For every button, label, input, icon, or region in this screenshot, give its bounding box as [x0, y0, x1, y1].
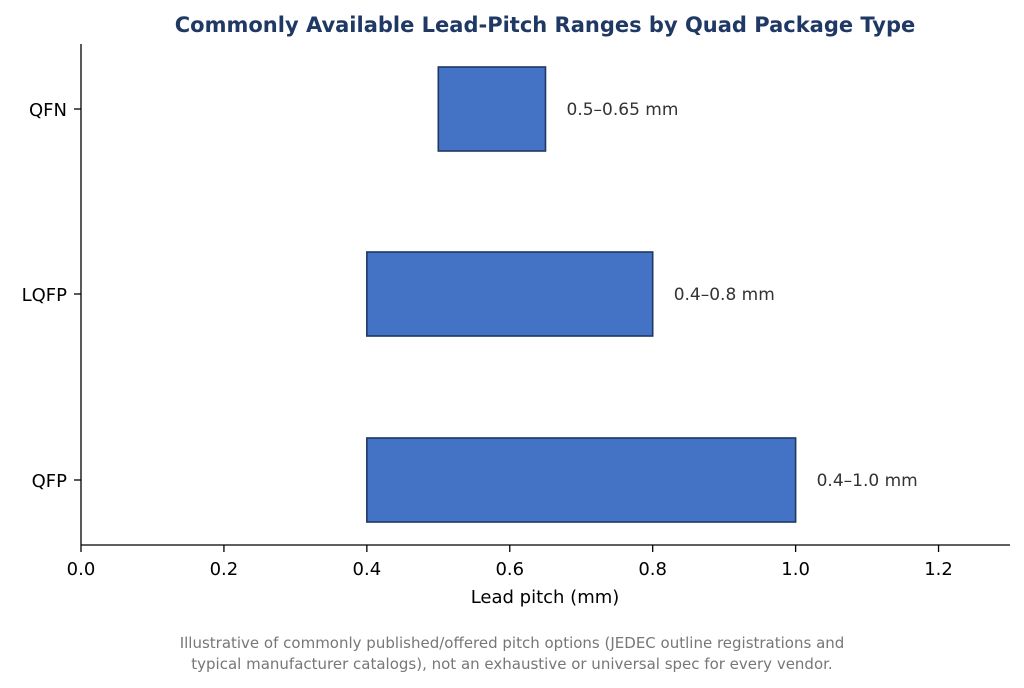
x-tick-label-2: 0.4	[353, 559, 382, 580]
data-label-qfn: 0.5–0.65 mm	[567, 100, 679, 120]
x-tick-label-6: 1.2	[924, 559, 953, 580]
x-tick-label-4: 0.8	[638, 559, 667, 580]
bar-lqfp	[366, 251, 654, 337]
bar-qfp	[366, 437, 797, 523]
x-tick-label-5: 1.0	[781, 559, 810, 580]
x-tick-label-1: 0.2	[210, 559, 239, 580]
bar-qfn	[437, 66, 547, 152]
y-tick-label-qfn: QFN	[29, 100, 67, 121]
x-tick-label-0: 0.0	[67, 559, 96, 580]
y-tick-label-qfp: QFP	[32, 471, 68, 492]
x-tick-label-3: 0.6	[495, 559, 524, 580]
chart-title: Commonly Available Lead-Pitch Ranges by …	[175, 13, 915, 37]
footnote-line-2: typical manufacturer catalogs), not an e…	[191, 655, 832, 673]
data-label-lqfp: 0.4–0.8 mm	[674, 285, 775, 305]
footnote-line-1: Illustrative of commonly published/offer…	[180, 634, 845, 652]
data-label-qfp: 0.4–1.0 mm	[817, 471, 918, 491]
x-axis-label: Lead pitch (mm)	[471, 587, 620, 608]
y-tick-label-lqfp: LQFP	[22, 285, 68, 306]
plot-area: 0.0 0.2 0.4 0.6 0.8 1.0 1.2 QFN 0.5–0.65 mm LQFP 0…	[22, 66, 953, 580]
